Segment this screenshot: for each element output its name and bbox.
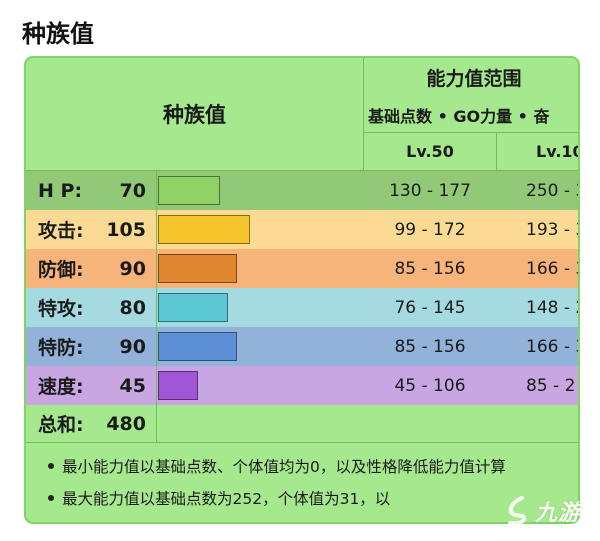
stat-name: 特防: xyxy=(38,337,84,359)
stat-range-lv50: 85 - 156 xyxy=(394,336,466,357)
stat-range-lv50: 99 - 172 xyxy=(394,219,466,240)
stat-name: H P: xyxy=(38,179,83,202)
stat-range-header: 能力值范围 xyxy=(426,68,522,90)
divider xyxy=(156,170,157,442)
stat-bar xyxy=(158,332,237,361)
stat-range-lv100: 166 - 3 xyxy=(526,258,578,279)
stat-range-lv100: 148 - 2 xyxy=(526,297,578,318)
stat-row: 速度: 45 45 - 106 85 - 2 xyxy=(26,366,578,405)
stat-row: 特防: 90 85 - 156 166 - 3 xyxy=(26,327,578,366)
stat-name: 防御: xyxy=(38,259,84,281)
stat-row: 特攻: 80 76 - 145 148 - 2 xyxy=(26,288,578,327)
stat-row: H P: 70 130 - 177 250 - 3 xyxy=(26,171,578,210)
stat-name: 特攻: xyxy=(38,298,84,320)
stat-name: 速度: xyxy=(38,376,84,398)
total-value: 480 xyxy=(106,412,146,435)
stat-value: 80 xyxy=(119,296,146,319)
note-max: 最大能力值以基础点数为252，个体值为31，以 xyxy=(48,482,578,514)
level-100-header: Lv.10 xyxy=(536,141,580,161)
stat-value: 45 xyxy=(119,374,146,397)
notes: 最小能力值以基础点数、个体值均为0，以及性格降低能力值计算 最大能力值以基础点数… xyxy=(48,450,578,514)
stat-bar xyxy=(158,215,250,244)
bullet-icon xyxy=(48,495,54,501)
stat-name: 攻击: xyxy=(38,220,84,242)
divider xyxy=(26,170,578,171)
base-stats-header: 种族值 xyxy=(163,103,226,127)
divider xyxy=(363,58,364,170)
stat-range-lv100: 166 - 3 xyxy=(526,336,578,357)
watermark-logo-icon xyxy=(508,496,527,526)
stat-range-lv50: 130 - 177 xyxy=(389,180,471,201)
stat-value: 105 xyxy=(106,218,146,241)
stat-range-lv100: 250 - 3 xyxy=(526,180,578,201)
total-row: 总和: 480 xyxy=(26,404,578,443)
stat-range-lv50: 45 - 106 xyxy=(394,375,466,396)
level-50-header: Lv.50 xyxy=(406,141,454,161)
stat-range-subtitle: 基础点数 • GO力量 • 奋 xyxy=(368,106,550,126)
stat-range-lv50: 76 - 145 xyxy=(394,297,466,318)
page-title: 种族值 xyxy=(22,20,94,48)
stat-row: 攻击: 105 99 - 172 193 - 3 xyxy=(26,210,578,249)
stat-value: 70 xyxy=(119,179,146,202)
divider xyxy=(363,132,578,133)
watermark: 九游 xyxy=(505,495,581,527)
divider xyxy=(26,442,578,443)
note-min: 最小能力值以基础点数、个体值均为0，以及性格降低能力值计算 xyxy=(48,450,578,482)
stat-value: 90 xyxy=(119,257,146,280)
watermark-text: 九游 xyxy=(535,501,582,526)
divider xyxy=(496,132,497,170)
stat-range-lv100: 85 - 2 xyxy=(526,375,576,396)
total-label: 总和: xyxy=(38,414,84,436)
stat-bar xyxy=(158,254,237,283)
stat-range-lv50: 85 - 156 xyxy=(394,258,466,279)
bullet-icon xyxy=(48,463,54,469)
stat-row: 防御: 90 85 - 156 166 - 3 xyxy=(26,249,578,288)
stat-bar xyxy=(158,293,228,322)
stat-bar xyxy=(158,371,198,400)
stat-range-lv100: 193 - 3 xyxy=(526,219,578,240)
base-stats-table: 种族值 能力值范围 基础点数 • GO力量 • 奋 Lv.50 Lv.10 H … xyxy=(24,56,580,524)
stat-value: 90 xyxy=(119,335,146,358)
stat-bar xyxy=(158,176,220,205)
